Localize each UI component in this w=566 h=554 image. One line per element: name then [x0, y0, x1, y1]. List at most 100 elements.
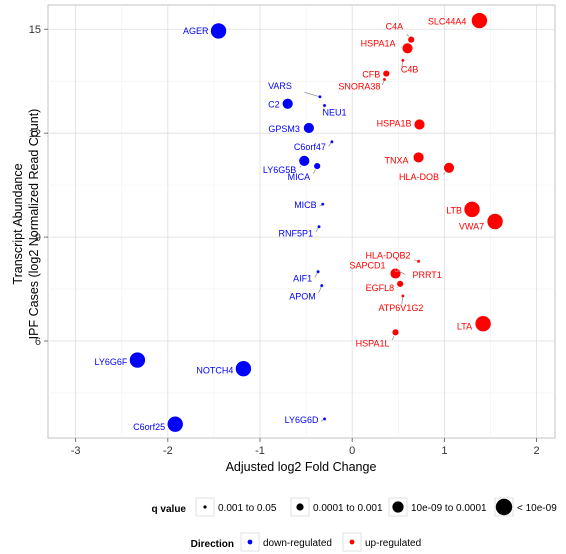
- legend-label: 0.0001 to 0.001: [313, 503, 383, 514]
- point-label: C2: [268, 100, 280, 110]
- data-point-lta: LTA: [457, 314, 492, 333]
- data-point-hla-dob: HLA-DOB: [399, 161, 456, 182]
- point-label: CFB: [362, 70, 380, 80]
- legend-label: 10e-09 to 0.0001: [411, 503, 487, 514]
- data-point-slc44a4: SLC44A4: [428, 11, 489, 30]
- point-marker: [401, 294, 405, 298]
- point-label: VWA7: [459, 222, 484, 232]
- point-marker: [322, 103, 327, 108]
- legend-key-dot: [392, 501, 404, 513]
- point-marker: [320, 283, 324, 288]
- data-point-hla-dqb2: HLA-DQB2: [366, 250, 421, 264]
- x-tick-label: 2: [534, 445, 540, 457]
- point-label: SNORA38: [338, 81, 380, 91]
- point-label: AGER: [183, 26, 209, 36]
- point-marker: [407, 35, 416, 44]
- data-point-vars: VARS: [268, 81, 322, 99]
- point-label: LTB: [446, 205, 462, 215]
- data-point-hspa1l: HSPA1L: [356, 328, 400, 348]
- point-marker: [486, 212, 504, 231]
- point-label: C6orf25: [133, 422, 165, 432]
- point-marker: [382, 69, 391, 78]
- qvalue-legend-item: 0.0001 to 0.001: [290, 497, 383, 517]
- point-marker: [313, 161, 322, 171]
- point-marker: [442, 161, 456, 174]
- point-label: C6orf47: [294, 142, 326, 152]
- data-point-prrt1: PRRT1: [394, 268, 442, 280]
- point-marker: [317, 224, 321, 229]
- point-label: LY6G5B: [263, 165, 296, 175]
- point-label: HLA-DQB2: [366, 250, 411, 260]
- data-point-tnxa: TNXA: [385, 151, 425, 165]
- data-point-vwa7: VWA7: [459, 212, 504, 232]
- x-tick-label: -3: [71, 445, 81, 457]
- point-marker: [316, 269, 320, 274]
- data-point-c2: C2: [268, 97, 294, 110]
- data-point-c6orf47: C6orf47: [294, 140, 334, 152]
- legend-key-dot: [203, 505, 207, 509]
- data-point-aif1: AIF1: [293, 269, 320, 284]
- legend-key-dot: [296, 503, 304, 511]
- legend-key-dot: [495, 498, 513, 516]
- data-point-hspa1a: HSPA1A: [361, 38, 414, 55]
- point-label: HSPA1L: [356, 338, 390, 348]
- point-label: GPSM3: [268, 124, 300, 134]
- data-point-notch4: NOTCH4: [196, 360, 253, 378]
- legend-key-dot: [349, 539, 355, 545]
- point-marker: [320, 202, 325, 206]
- point-marker: [234, 360, 253, 378]
- point-marker: [391, 328, 400, 337]
- data-point-hspa1b: HSPA1B: [377, 118, 426, 131]
- point-marker: [463, 200, 481, 219]
- data-point-ly6g6d: LY6G6D: [285, 415, 327, 425]
- point-label: AIF1: [293, 274, 312, 284]
- point-marker: [382, 77, 387, 82]
- direction-legend-item: down-regulated: [240, 532, 332, 552]
- point-label: MICB: [294, 200, 317, 210]
- point-label: LY6G6F: [95, 357, 128, 367]
- data-point-egfl8: EGFL8: [366, 279, 405, 293]
- qvalue-legend-item: 10e-09 to 0.0001: [388, 497, 487, 517]
- data-point-c6orf25: C6orf25: [133, 415, 184, 433]
- point-marker: [412, 151, 425, 164]
- point-marker: [330, 140, 334, 144]
- data-point-neu1: NEU1: [322, 103, 347, 117]
- direction-legend: Direction down-regulated up-regulated: [191, 532, 421, 552]
- direction-legend-title: Direction: [191, 539, 234, 550]
- y-axis-title-line2: IPF Cases (log2 Normalized Read Count): [27, 109, 41, 340]
- point-marker: [281, 97, 294, 110]
- point-marker: [396, 279, 405, 288]
- point-label: SLC44A4: [428, 17, 467, 27]
- y-tick-label: 15: [29, 24, 41, 36]
- data-point-ager: AGER: [183, 22, 228, 40]
- point-marker: [474, 314, 492, 333]
- point-label: LTA: [457, 322, 472, 332]
- data-point-c4b: C4B: [401, 58, 418, 74]
- point-label: LY6G6D: [285, 415, 319, 425]
- point-label: PRRT1: [412, 270, 441, 280]
- data-point-ly6g6f: LY6G6F: [95, 351, 147, 369]
- point-label: ATP6V1G2: [378, 303, 423, 313]
- point-label: EGFL8: [366, 283, 395, 293]
- qvalue-legend-item: < 10e-09: [494, 497, 557, 517]
- x-tick-label: 0: [349, 445, 355, 457]
- point-marker: [394, 268, 399, 272]
- point-label: HSPA1A: [361, 38, 396, 48]
- point-marker: [470, 11, 489, 30]
- data-point-apom: APOM: [289, 283, 324, 302]
- data-point-gpsm3: GPSM3: [268, 121, 315, 135]
- point-label: APOM: [289, 292, 316, 302]
- point-marker: [302, 121, 315, 135]
- point-label: C4A: [386, 22, 404, 32]
- qvalue-legend-item: 0.001 to 0.05: [195, 497, 277, 517]
- point-label: HSPA1B: [377, 119, 412, 129]
- legend-label: down-regulated: [263, 538, 332, 549]
- point-marker: [298, 154, 311, 167]
- direction-legend-item: up-regulated: [342, 532, 421, 552]
- point-label: NEU1: [323, 107, 347, 117]
- point-label: MICA: [288, 172, 311, 182]
- y-tick-label: 9: [35, 232, 41, 244]
- data-point-micb: MICB: [294, 200, 325, 210]
